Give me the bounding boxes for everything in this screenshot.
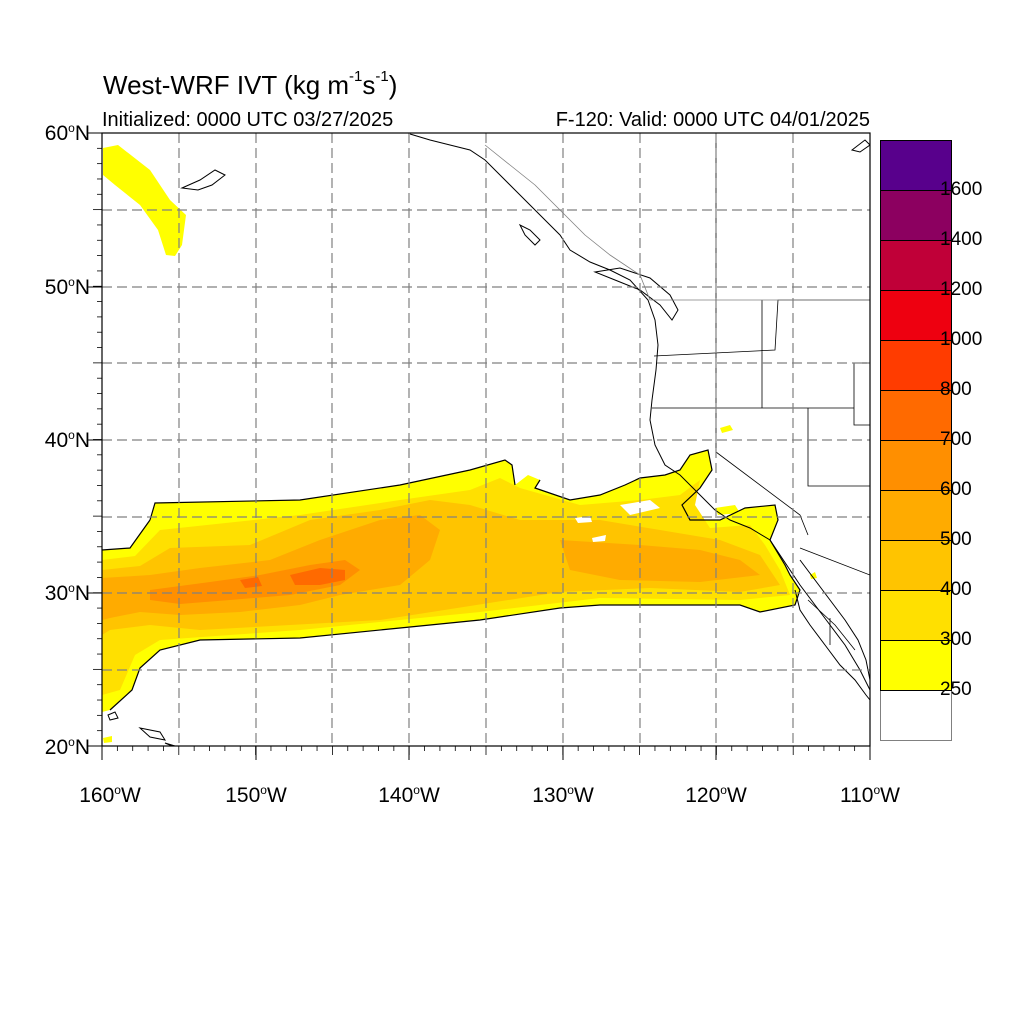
- colorbar-label: 400: [940, 579, 972, 600]
- colorbar-label: 250: [940, 679, 972, 700]
- colorbar-box: [880, 190, 952, 241]
- colorbar-label: 300: [940, 629, 972, 650]
- colorbar-label: 600: [940, 479, 972, 500]
- lat-label-30: 30oN: [44, 581, 90, 605]
- lon-label-120w: 120oW: [685, 783, 747, 807]
- lon-label-130w: 130oW: [532, 783, 594, 807]
- colorbar-box: [880, 440, 952, 491]
- colorbar-label: 1400: [940, 229, 983, 250]
- valid-time: F-120: Valid: 0000 UTC 04/01/2025: [555, 109, 870, 131]
- colorbar-box: [880, 140, 952, 191]
- ivt-band-250-north: [103, 145, 186, 256]
- initialized-time: Initialized: 0000 UTC 03/27/2025: [102, 109, 394, 131]
- coastline: [409, 133, 870, 691]
- colorbar-label: 500: [940, 529, 972, 550]
- coastline-alaska: [180, 139, 870, 191]
- ivt-band-700: [290, 568, 345, 585]
- ivt-band-500-east: [560, 540, 760, 582]
- ivt-blob-small3: [103, 736, 112, 743]
- international-border: [484, 144, 870, 301]
- lon-label-150w: 150oW: [225, 783, 287, 807]
- map-title: West-WRF IVT (kg m-1s-1): [103, 68, 398, 100]
- ivt-gap3: [592, 535, 606, 542]
- coastline-mexico: [799, 559, 870, 681]
- colorbar-label: 800: [940, 379, 972, 400]
- ivt-blob-small: [720, 425, 733, 433]
- ivt-gap: [620, 500, 660, 515]
- colorbar-box: [880, 640, 952, 691]
- colorbar-box: [880, 290, 952, 341]
- axis-ticks: [88, 132, 871, 760]
- colorbar-box: [880, 490, 952, 541]
- coastline-baja: [794, 589, 870, 701]
- colorbar-label: 1000: [940, 329, 983, 350]
- grid-lines: [102, 133, 870, 746]
- ivt-gap2: [575, 516, 592, 523]
- lat-label-50: 50oN: [44, 275, 90, 299]
- colorbar-box: [880, 590, 952, 641]
- colorbar-label: 1600: [940, 179, 983, 200]
- colorbar-label: 700: [940, 429, 972, 450]
- lat-label-60: 60oN: [44, 121, 90, 145]
- lon-label-140w: 140oW: [378, 783, 440, 807]
- colorbar: [880, 140, 954, 741]
- colorbar-label: 1200: [940, 279, 983, 300]
- lon-label-110w: 110oW: [840, 783, 900, 807]
- colorbar-box: [880, 690, 952, 741]
- colorbar-box: [880, 340, 952, 391]
- ivt-blob-small2: [715, 505, 740, 515]
- minor-ticks: [93, 132, 871, 755]
- lat-label-40: 40oN: [44, 428, 90, 452]
- coastline-islands: [107, 223, 679, 746]
- lat-label-20: 20oN: [44, 735, 90, 759]
- ivt-blob-small4: [810, 572, 817, 579]
- lon-label-160w: 160oW: [79, 783, 141, 807]
